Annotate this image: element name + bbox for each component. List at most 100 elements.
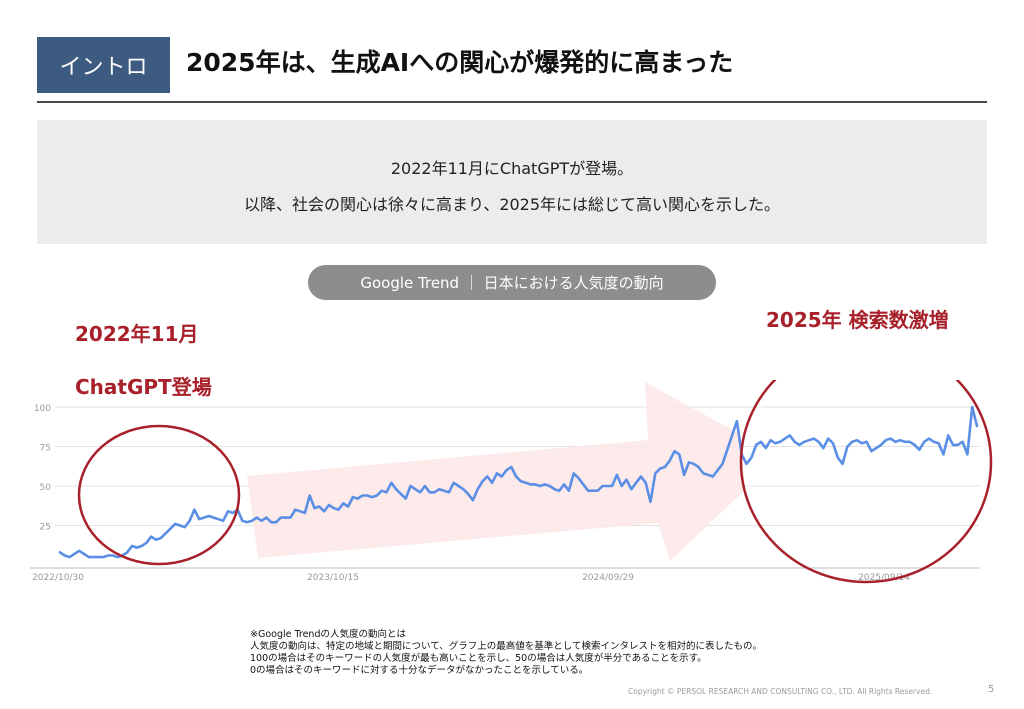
data-point [452,481,455,484]
data-point [443,489,445,492]
data-point [164,532,167,535]
data-point [808,439,810,442]
data-point [83,553,85,555]
data-point [222,519,225,522]
data-point [961,440,964,443]
data-point [534,483,537,486]
section-badge: イントロ [37,37,170,93]
data-point [860,442,863,445]
data-point [731,434,733,437]
data-point [111,554,114,557]
data-point [496,472,498,475]
highlight-circle-2022 [77,424,241,566]
data-point [275,521,277,524]
data-point [438,488,441,491]
intro-line-1: 2022年11月にChatGPTが登場。 [390,159,634,178]
data-point [260,519,263,522]
data-point [827,437,830,440]
data-point [779,440,782,443]
data-point [625,478,628,481]
data-point [616,474,618,476]
data-point [908,440,911,443]
data-point [947,434,950,437]
data-point [846,445,849,448]
data-point [942,453,945,456]
data-point [904,440,906,443]
data-point [390,481,393,484]
data-point [352,496,354,498]
footnote: ※Google Trendの人気度の動向とは 人気度の動向は、特定の地域と期間に… [250,629,762,677]
intro-box: 2022年11月にChatGPTが登場。 以降、社会の関心は徐々に高まり、202… [37,120,987,244]
y-tick-label: 25 [40,523,51,533]
data-point [592,489,594,492]
data-point [308,494,311,497]
data-point [145,542,148,544]
data-point [457,485,460,487]
footnote-line-3: 0の場合はそのキーワードに対する十分なデータがなかったことを示している。 [250,665,589,676]
data-point [428,491,431,494]
data-point [491,481,493,484]
annotation-right: 2025年 検索数激増 [766,308,949,332]
data-point [409,485,412,487]
data-point [193,508,196,511]
data-point [716,469,719,472]
data-point [500,475,503,478]
data-point [424,485,426,487]
title-divider [37,101,987,103]
data-point [198,518,201,521]
data-point [140,545,143,547]
data-point [505,469,508,472]
data-point [102,556,105,558]
data-point [159,537,162,539]
data-point [231,512,234,514]
data-point [880,444,882,446]
data-point [956,444,959,446]
data-point [270,521,273,524]
data-point [774,442,777,445]
data-point [928,437,930,440]
data-point [596,489,599,492]
data-point [332,507,335,509]
data-point [553,488,556,491]
data-point [207,515,210,517]
data-point [472,499,474,502]
data-point [952,444,954,446]
data-point [812,437,815,440]
data-point [918,448,921,451]
data-point [294,508,297,511]
annotation-left-date: 2022年11月 [75,322,199,346]
y-tick-label: 75 [40,444,51,454]
data-point [481,480,484,483]
data-point [371,496,373,498]
data-point [851,440,854,443]
data-point [668,459,671,462]
data-point [692,463,695,465]
footnote-title: ※Google Trendの人気度の動向とは [250,629,406,640]
intro-line-2: 以降、社会の関心は徐々に高まり、2025年には総じて高い関心を示した。 [243,195,781,214]
data-point [817,440,820,443]
data-point [486,475,489,478]
data-point [78,549,81,552]
data-point [337,508,340,511]
data-point [150,535,153,538]
data-point [649,500,652,503]
data-point [726,448,729,451]
data-point [524,481,527,484]
data-point [841,463,844,465]
data-point [385,491,388,494]
data-point [328,504,330,506]
data-point [678,453,681,456]
data-point [126,551,129,554]
data-point [889,437,892,440]
data-point [798,444,801,446]
data-point [284,516,287,519]
data-point [937,442,940,445]
data-point [764,447,767,449]
data-point [246,521,249,524]
page-number: 5 [988,684,995,695]
data-point [865,440,868,443]
data-point [342,502,345,505]
data-point [923,440,926,443]
data-point [217,518,220,521]
data-point [856,439,858,442]
